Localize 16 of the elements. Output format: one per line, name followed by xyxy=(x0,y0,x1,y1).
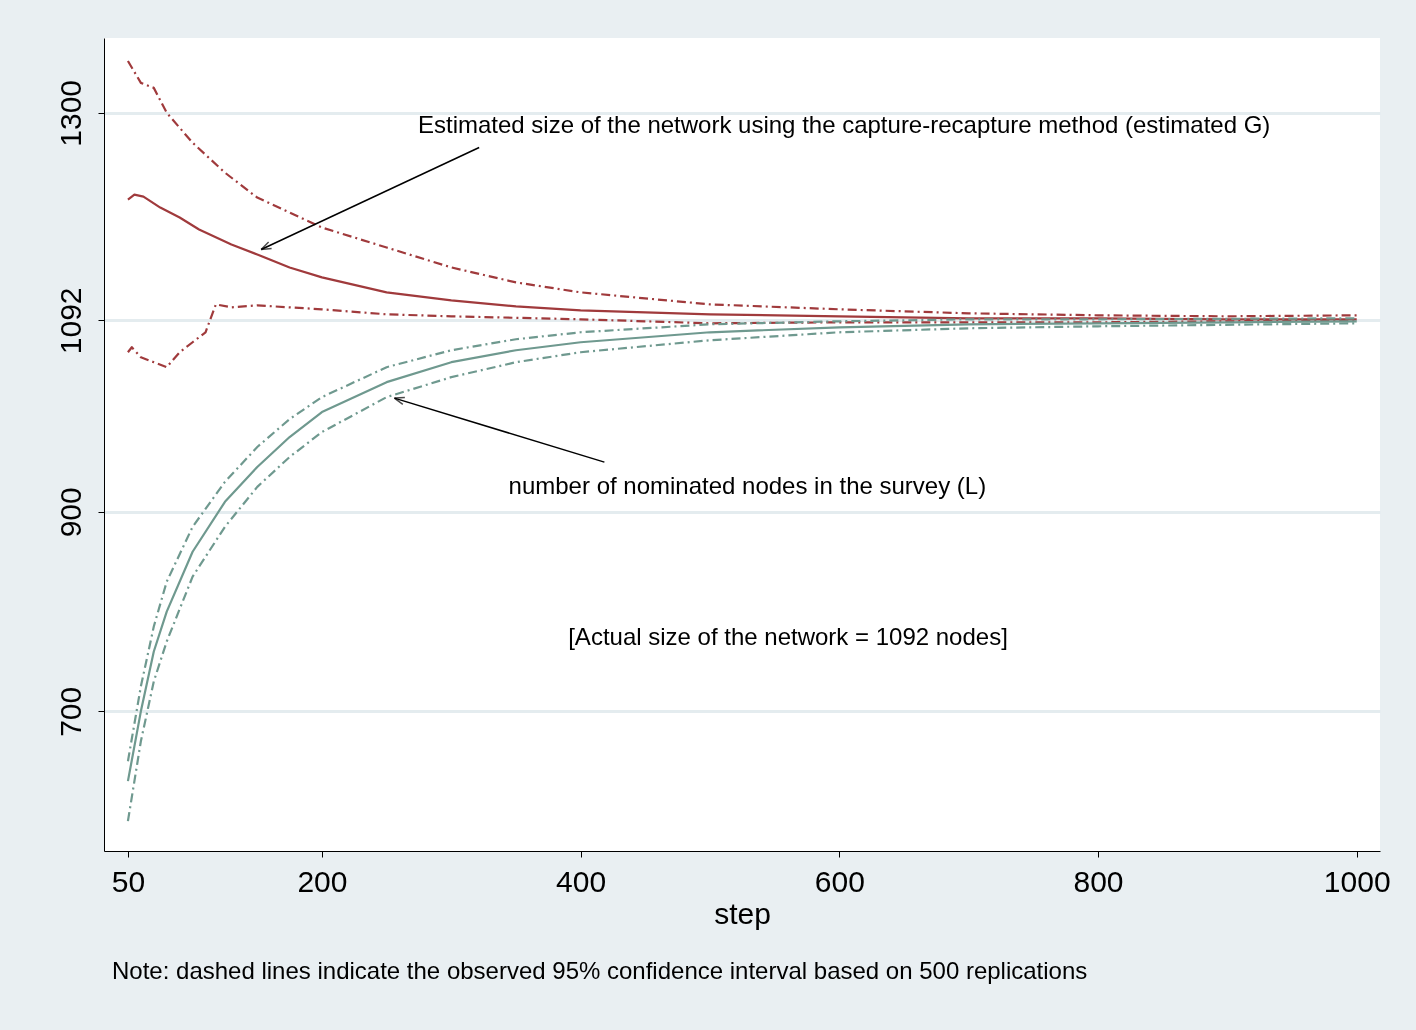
x-tick-label: 200 xyxy=(297,864,348,898)
x-tick-label: 1000 xyxy=(1323,864,1391,898)
annotation: Estimated size of the network using the capture-recapture method (estimated G) xyxy=(417,111,1271,139)
y-tick-label: 700 xyxy=(53,686,87,737)
text: Note: dashed lines indicate the observed 95% confidence interval based on 500 replications xyxy=(112,957,1088,984)
line-series xyxy=(126,59,1358,318)
x-tick-label: 400 xyxy=(556,864,607,898)
x-tick-label: 800 xyxy=(1073,864,1124,898)
y-tick-label: 1300 xyxy=(53,79,87,147)
y-tick-label: 900 xyxy=(53,487,87,538)
x-tick-label: 50 xyxy=(111,864,146,898)
y-tick-label: 1092 xyxy=(53,287,87,355)
annotation: number of nominated nodes in the survey (L) xyxy=(508,472,987,500)
x-tick-label: 600 xyxy=(814,864,865,898)
x-axis-title: step xyxy=(714,896,771,930)
annotation: [Actual size of the network = 1092 nodes] xyxy=(568,623,1008,650)
